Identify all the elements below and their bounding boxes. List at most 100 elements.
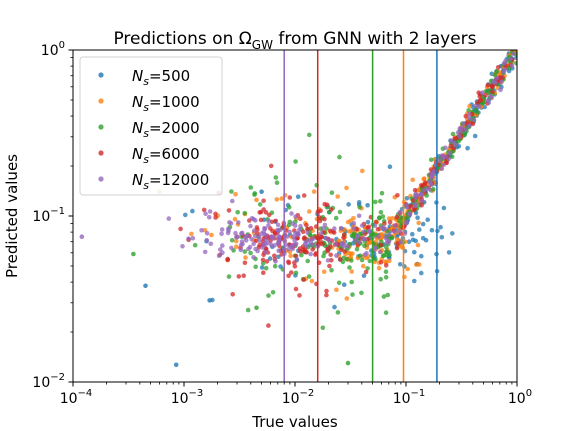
data-point — [293, 270, 299, 276]
data-point — [273, 259, 278, 264]
data-point — [328, 252, 334, 258]
y-axis: 10−2 10−1 100 — [32, 40, 73, 391]
data-point — [251, 241, 256, 247]
legend-label-0: Ns=500 — [132, 67, 190, 88]
data-point — [304, 222, 309, 228]
data-point — [276, 237, 282, 242]
data-point — [372, 223, 378, 228]
data-point — [362, 243, 367, 249]
data-point — [293, 286, 299, 292]
data-point — [410, 177, 416, 183]
data-point — [394, 245, 400, 251]
data-point — [467, 115, 472, 121]
data-point — [257, 238, 262, 243]
data-point — [337, 209, 343, 215]
data-point — [256, 234, 262, 240]
data-point — [259, 189, 264, 194]
data-point — [308, 225, 314, 231]
data-point — [406, 239, 412, 244]
data-point — [447, 150, 453, 156]
data-point — [407, 212, 413, 217]
data-point — [192, 242, 198, 248]
data-point — [412, 278, 417, 284]
data-point — [329, 267, 334, 273]
data-point — [474, 110, 480, 115]
data-point — [397, 262, 403, 267]
data-point — [286, 222, 292, 228]
data-point — [216, 253, 222, 258]
data-point — [310, 247, 315, 252]
data-point — [415, 215, 420, 220]
data-point — [297, 227, 302, 233]
data-point — [263, 265, 269, 271]
data-point — [376, 234, 381, 239]
data-point — [263, 210, 269, 215]
data-point — [428, 181, 434, 187]
data-point — [335, 310, 341, 315]
data-point — [422, 180, 428, 185]
data-point — [240, 241, 245, 247]
data-point — [429, 175, 434, 180]
data-point — [413, 195, 419, 200]
data-point — [301, 247, 306, 253]
data-point — [340, 240, 345, 246]
data-point — [272, 263, 278, 269]
legend: Ns=500 Ns=1000 Ns=2000 Ns=6000 Ns=12000 — [79, 56, 223, 196]
data-point — [243, 255, 248, 260]
data-point — [439, 234, 445, 240]
data-point — [186, 236, 191, 241]
data-point — [473, 103, 478, 109]
data-point — [443, 145, 448, 151]
data-point — [318, 208, 323, 214]
data-point — [413, 203, 418, 209]
data-point — [491, 79, 496, 84]
data-point — [449, 154, 455, 159]
data-point — [274, 197, 280, 202]
data-point — [305, 258, 311, 264]
data-point — [398, 215, 403, 220]
data-point — [358, 253, 363, 258]
data-point — [356, 213, 362, 219]
data-point — [381, 294, 387, 299]
data-point — [292, 260, 297, 266]
data-point — [338, 226, 344, 231]
data-point — [255, 248, 260, 254]
y-tick-label: 10−2 — [32, 372, 65, 391]
data-point — [419, 270, 424, 276]
data-point — [266, 323, 271, 328]
data-point — [204, 238, 210, 243]
data-point — [341, 282, 347, 288]
data-point — [483, 92, 488, 98]
data-point — [332, 304, 337, 310]
data-point — [341, 232, 347, 238]
data-point — [190, 208, 195, 214]
legend-marker-0 — [98, 72, 104, 78]
data-point — [441, 162, 447, 168]
data-point — [455, 130, 461, 135]
data-point — [261, 270, 266, 276]
data-point — [477, 94, 483, 99]
data-point — [384, 253, 390, 258]
data-point — [249, 237, 254, 242]
data-point — [258, 217, 264, 223]
data-point — [347, 265, 352, 270]
data-point — [383, 275, 389, 280]
data-point — [412, 187, 418, 193]
data-point — [273, 218, 279, 224]
data-point — [233, 230, 238, 236]
data-point — [269, 234, 274, 239]
data-point — [467, 103, 472, 109]
data-point — [230, 292, 235, 297]
data-point — [286, 205, 292, 210]
data-point — [405, 266, 410, 272]
data-point — [143, 283, 148, 289]
data-point — [203, 211, 208, 217]
data-point — [273, 175, 279, 180]
data-point — [173, 362, 179, 368]
data-point — [272, 253, 277, 259]
data-point — [352, 238, 358, 243]
data-point — [230, 198, 235, 204]
data-point — [286, 273, 291, 279]
data-point — [350, 292, 355, 297]
